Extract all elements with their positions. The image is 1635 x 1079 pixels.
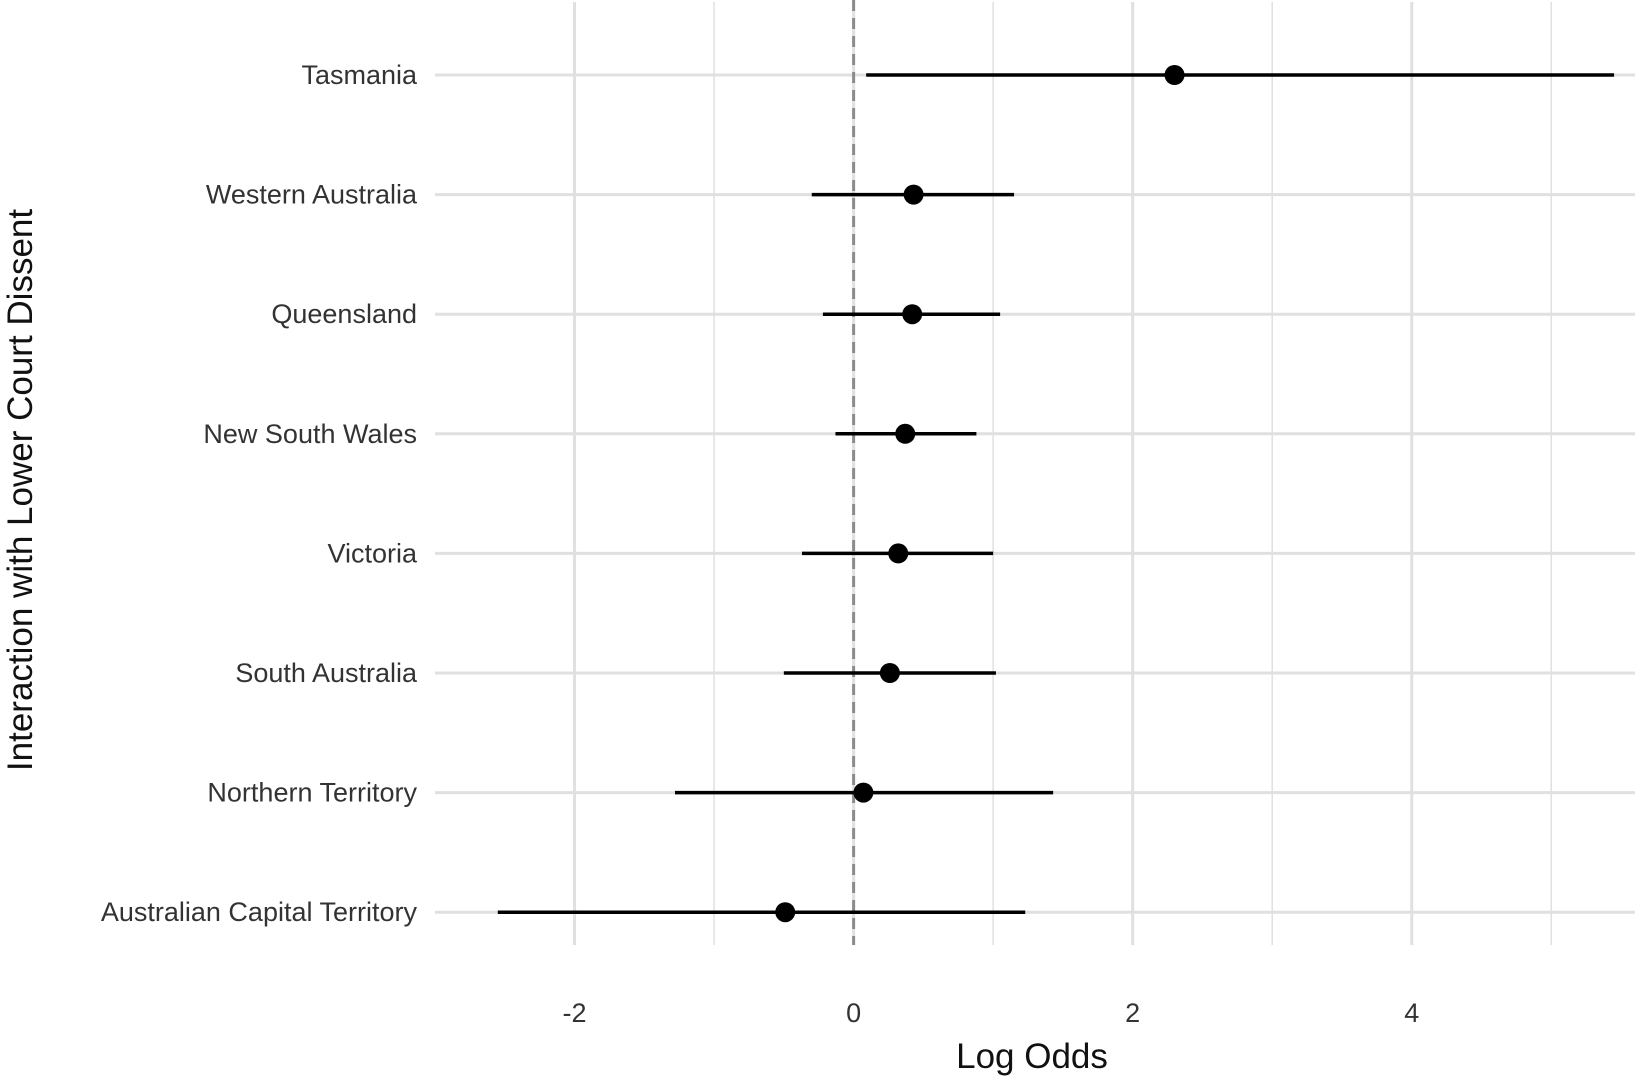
y-tick-label: Australian Capital Territory	[101, 897, 418, 927]
y-tick-label: New South Wales	[203, 419, 417, 449]
x-tick-label: -2	[563, 998, 587, 1028]
y-tick-label: Northern Territory	[207, 778, 417, 808]
y-tick-label: Victoria	[327, 538, 418, 568]
y-tick-label: Tasmania	[301, 60, 418, 90]
x-axis-tick-labels: -2 0 2 4	[563, 998, 1420, 1028]
point-estimate	[888, 543, 909, 564]
point-estimate	[895, 423, 916, 444]
point-estimate	[903, 184, 924, 205]
estimates	[497, 65, 1615, 923]
y-tick-label: Queensland	[271, 299, 417, 329]
point-estimate	[775, 902, 796, 923]
y-axis-title: Interaction with Lower Court Dissent	[1, 209, 40, 771]
x-tick-label: 0	[846, 998, 861, 1028]
y-tick-label: South Australia	[235, 658, 418, 688]
grid	[435, 0, 1635, 945]
point-estimate	[902, 304, 923, 325]
point-estimate	[853, 782, 874, 803]
y-axis-tick-labels: Tasmania Western Australia Queensland New S…	[101, 60, 418, 927]
x-tick-label: 4	[1404, 998, 1419, 1028]
point-estimate	[1164, 65, 1185, 85]
x-tick-label: 2	[1125, 998, 1140, 1028]
x-axis-title: Log Odds	[956, 1037, 1108, 1076]
y-tick-label: Western Australia	[206, 180, 418, 210]
point-estimate	[879, 663, 900, 683]
